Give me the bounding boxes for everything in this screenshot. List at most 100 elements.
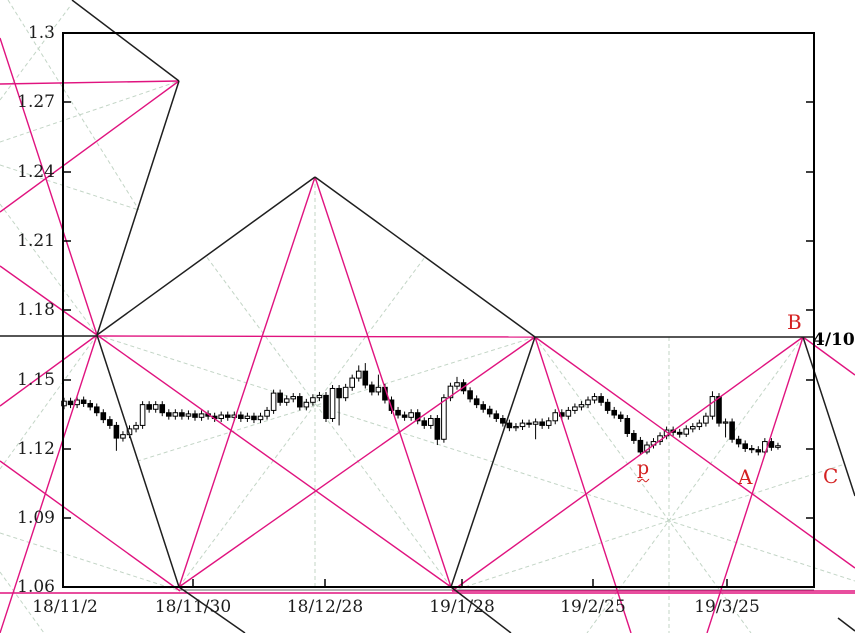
pentagram-chord-pink-line — [534, 336, 632, 633]
candle-up — [572, 406, 578, 411]
candle-down — [100, 412, 107, 421]
pentagram-chord-pink-line — [178, 336, 536, 588]
candle-down — [146, 404, 152, 410]
candle-down — [526, 422, 532, 425]
x-axis-label: 18/11/30 — [154, 597, 232, 617]
candle-down — [421, 420, 428, 426]
candle-down — [617, 414, 624, 419]
candle-up — [722, 421, 729, 424]
candle-up — [709, 396, 716, 417]
pentagon-edge-black-line — [802, 336, 855, 497]
candle-up — [139, 404, 146, 426]
candle-down — [676, 431, 683, 435]
y-axis-label: 1.15 — [17, 370, 55, 390]
candle-up — [428, 417, 434, 426]
y-axis-label: 1.24 — [17, 162, 55, 182]
y-axis-label: 1.27 — [17, 92, 55, 112]
plot-frame — [62, 32, 815, 588]
candle-down — [388, 399, 395, 411]
pentagon-edge-black-line — [96, 334, 180, 588]
pentagon-edge-black-line — [450, 586, 512, 633]
candle-down — [107, 419, 113, 426]
candle-up — [172, 412, 179, 417]
candle-down — [624, 417, 631, 434]
candle-down — [637, 439, 644, 453]
pentagon-median-dashed-line — [137, 336, 536, 462]
candle-down — [80, 399, 87, 404]
pentagram-chord-pink-line — [0, 80, 180, 85]
y-axis-label: 1.09 — [17, 508, 55, 528]
candle-down — [598, 396, 604, 403]
annotation-p: p — [637, 457, 650, 479]
candle-up — [303, 401, 310, 408]
candle-up — [591, 396, 598, 401]
pentagon-edge-black-line — [96, 80, 180, 336]
candle-up — [290, 396, 297, 400]
candle-up — [133, 424, 139, 430]
pentagon-median-dashed-line — [586, 336, 804, 633]
candle-up — [231, 414, 238, 418]
candle-down — [486, 408, 493, 415]
candle-down — [729, 421, 735, 440]
candle-up — [441, 397, 447, 440]
y-axis-label: 1.21 — [17, 231, 55, 251]
annotation-date-note: 4/10 — [813, 330, 855, 350]
pentagon-median-dashed-line — [0, 4, 72, 101]
candle-up — [532, 421, 539, 425]
candle-up — [198, 413, 205, 418]
candle-up — [316, 394, 323, 399]
candle-down — [506, 422, 513, 429]
candle-down — [768, 441, 775, 448]
pentagon-edge-black-line — [71, 0, 180, 82]
y-axis-label: 1.18 — [17, 300, 55, 320]
candle-down — [414, 412, 421, 422]
pentagon-median-dashed-line — [534, 336, 752, 633]
candle-down — [362, 370, 369, 386]
pentagram-chord-pink-line — [0, 80, 180, 213]
candle-up — [447, 385, 454, 399]
x-axis-label: 19/1/28 — [429, 597, 495, 617]
y-axis-label: 1.3 — [27, 23, 55, 43]
candle-up — [683, 428, 690, 435]
candle-down — [434, 417, 441, 440]
pentagram-chord-pink-line — [0, 334, 98, 633]
x-axis-label: 19/3/25 — [694, 597, 760, 617]
candle-up — [408, 412, 414, 418]
pentagram-chord-pink-line — [314, 176, 452, 588]
pentagon-median-dashed-line — [0, 203, 98, 336]
candle-up — [283, 398, 290, 403]
candle-down — [395, 409, 401, 416]
annotation-wave-c: C — [823, 464, 839, 488]
candle-down — [716, 396, 722, 424]
pentagon-median-dashed-line — [0, 571, 45, 633]
candle-up — [578, 404, 585, 408]
candle-up — [775, 445, 781, 448]
candle-up — [185, 413, 192, 417]
candle-down — [493, 413, 500, 419]
pentagon-edge-black-line — [450, 336, 536, 588]
pentagon-edge-black-line — [314, 176, 536, 338]
candle-down — [238, 414, 244, 419]
pentagon-median-dashed-line — [0, 164, 140, 211]
candle-down — [277, 392, 283, 403]
y-axis-label: 1.12 — [17, 439, 55, 459]
pentagon-edge-black-line — [837, 617, 855, 632]
x-axis-label: 18/11/2 — [32, 597, 98, 617]
candle-down — [336, 387, 342, 399]
pentagon-median-dashed-line — [178, 256, 426, 588]
candle-down — [539, 421, 545, 426]
candle-up — [552, 412, 559, 422]
pentagram-chord-pink-line — [451, 336, 804, 592]
candle-down — [480, 404, 486, 410]
candle-down — [604, 401, 611, 411]
pentagon-median-dashed-line — [451, 463, 846, 592]
candle-up — [120, 434, 126, 439]
candle-down — [179, 412, 185, 417]
candle-down — [87, 402, 94, 408]
pentagram-chord-pink-line — [0, 37, 98, 336]
candle-down — [631, 432, 637, 441]
pentagon-median-dashed-line — [493, 463, 855, 582]
pentagon-median-dashed-line — [7, 0, 140, 211]
candle-down — [467, 390, 473, 400]
